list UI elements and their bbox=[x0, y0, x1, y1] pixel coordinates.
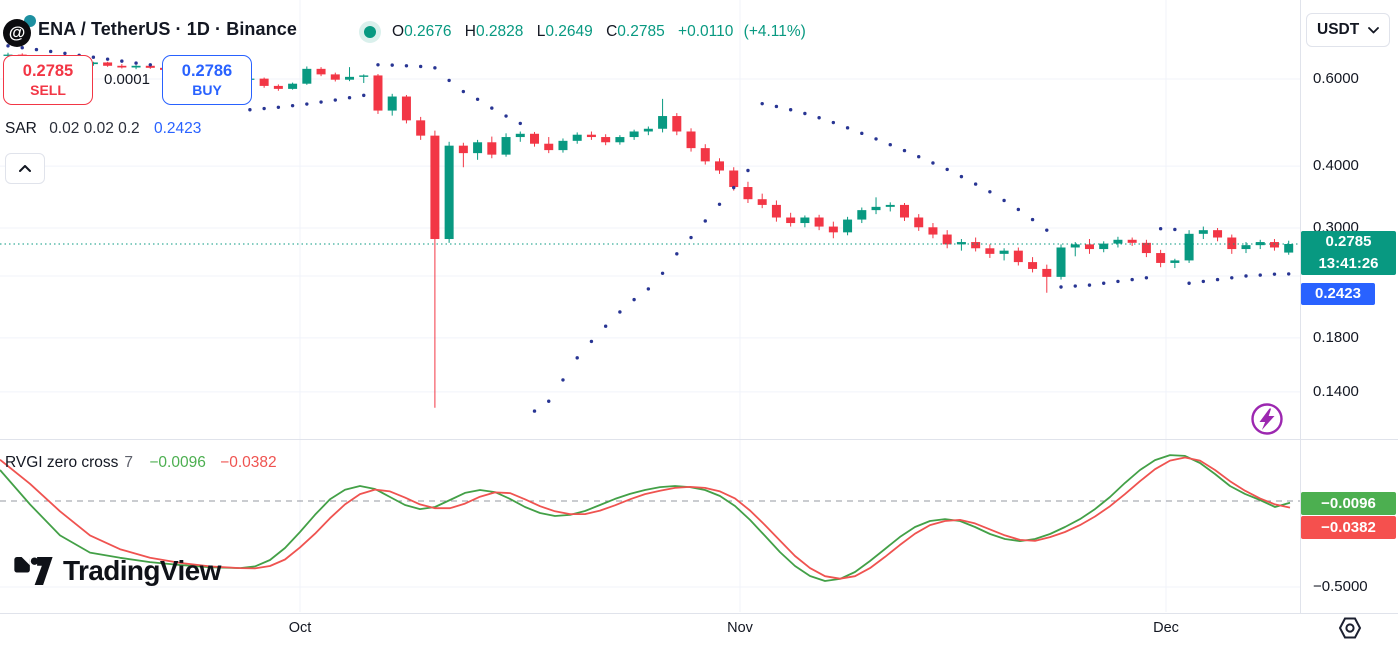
time-axis-separator bbox=[0, 613, 1398, 614]
price-axis-label[interactable]: 0.4000 bbox=[1313, 157, 1359, 175]
currency-selector[interactable]: USDT bbox=[1306, 13, 1390, 47]
high-value: 0.2828 bbox=[476, 23, 524, 40]
currency-selected: USDT bbox=[1317, 21, 1360, 38]
close-value: 0.2785 bbox=[617, 23, 665, 40]
rvgi-green-value: −0.0096 bbox=[149, 454, 206, 471]
ohlc-readout: O0.2676 H0.2828 L0.2649 C0.2785 +0.0110 … bbox=[392, 23, 806, 41]
rvgi-indicator-legend[interactable]: RVGI zero cross 7 −0.0096 −0.0382 bbox=[5, 454, 277, 472]
instant-trading-button[interactable] bbox=[1250, 402, 1284, 436]
spread-value: 0.0001 bbox=[104, 71, 150, 88]
rvgi-name: RVGI zero cross bbox=[5, 454, 119, 471]
low-value: 0.2649 bbox=[545, 23, 593, 40]
sar-value: 0.2423 bbox=[154, 120, 202, 137]
buy-label: BUY bbox=[192, 81, 222, 98]
close-label: C bbox=[606, 23, 618, 40]
market-open-dot bbox=[364, 26, 376, 38]
market-status-icon[interactable] bbox=[359, 21, 381, 43]
buy-button[interactable]: 0.2786 BUY bbox=[162, 55, 252, 105]
collapse-legend-button[interactable] bbox=[5, 153, 45, 184]
chevron-up-icon bbox=[19, 165, 31, 172]
current-price: 0.2785 bbox=[1325, 232, 1372, 250]
buy-price: 0.2786 bbox=[181, 61, 233, 80]
rvgi-green-badge: −0.0096 bbox=[1301, 491, 1396, 515]
lightning-bolt-icon bbox=[1251, 403, 1283, 435]
hexagon-settings-icon bbox=[1338, 617, 1362, 639]
tradingview-logo-icon bbox=[14, 557, 53, 585]
sell-price: 0.2785 bbox=[22, 61, 74, 80]
change-percent: (+4.11%) bbox=[743, 23, 806, 40]
symbol-logo-icon[interactable]: @ bbox=[3, 19, 31, 47]
price-axis-label[interactable]: 0.1800 bbox=[1313, 328, 1359, 346]
sell-label: SELL bbox=[30, 81, 66, 98]
tradingview-watermark: TradingView bbox=[13, 555, 221, 587]
time-axis-label-nov[interactable]: Nov bbox=[727, 620, 753, 636]
timezone-settings-button[interactable] bbox=[1337, 616, 1363, 640]
open-value: 0.2676 bbox=[404, 23, 452, 40]
sar-price-badge: 0.2423 bbox=[1301, 282, 1375, 305]
low-label: L bbox=[536, 23, 546, 40]
current-price-badge: 0.2785 13:41:26 bbox=[1301, 230, 1396, 275]
price-axis-separator bbox=[1300, 0, 1301, 613]
tradingview-watermark-text: TradingView bbox=[63, 555, 221, 586]
change-value: +0.0110 bbox=[678, 23, 734, 40]
countdown-timer: 13:41:26 bbox=[1318, 254, 1379, 272]
price-axis-label[interactable]: 0.1400 bbox=[1313, 382, 1359, 400]
rvgi-red-badge: −0.0382 bbox=[1301, 515, 1396, 539]
sar-name: SAR bbox=[5, 120, 37, 137]
rvgi-red-value: −0.0382 bbox=[220, 454, 277, 471]
sell-button[interactable]: 0.2785 SELL bbox=[3, 55, 93, 105]
sar-params: 0.02 0.02 0.2 bbox=[49, 120, 140, 137]
time-axis-label-oct[interactable]: Oct bbox=[288, 620, 312, 636]
sar-indicator-legend[interactable]: SAR 0.02 0.02 0.2 0.2423 bbox=[5, 120, 201, 138]
rvgi-param: 7 bbox=[124, 454, 134, 471]
chevron-down-icon bbox=[1368, 26, 1379, 33]
symbol-title[interactable]: ENA / TetherUS · 1D · Binance bbox=[38, 19, 297, 39]
price-axis-label[interactable]: 0.6000 bbox=[1313, 69, 1359, 87]
pane-separator[interactable] bbox=[0, 439, 1398, 440]
price-axis-label[interactable]: −0.5000 bbox=[1313, 578, 1368, 595]
time-axis-label-dec[interactable]: Dec bbox=[1153, 620, 1179, 636]
high-label: H bbox=[464, 23, 476, 40]
open-label: O bbox=[392, 23, 405, 40]
